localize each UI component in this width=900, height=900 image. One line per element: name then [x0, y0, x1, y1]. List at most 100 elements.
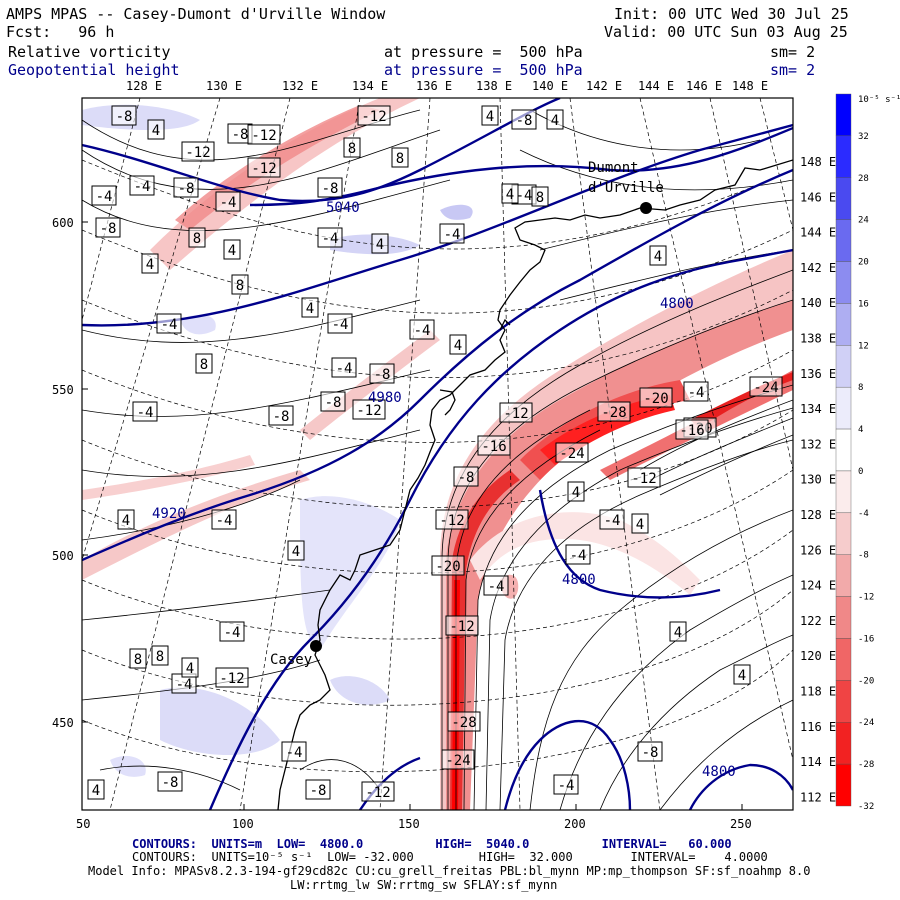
vorticity-label-text: 4: [306, 301, 314, 317]
vorticity-label-text: -24: [753, 380, 778, 396]
vorticity-label: -12: [181, 141, 215, 162]
vorticity-label-text: -20: [643, 391, 668, 407]
right-lon-label: 120 E: [800, 649, 836, 663]
colorbar-swatch: [835, 386, 852, 430]
right-lon-label: 112 E: [800, 790, 836, 804]
colorbar-tick-label: 4: [858, 425, 863, 435]
vorticity-label: -28: [597, 401, 631, 422]
right-lon-label: 126 E: [800, 543, 836, 557]
vorticity-label-text: -4: [137, 405, 154, 421]
x-tick-label: 150: [398, 817, 420, 831]
vorticity-label-text: -8: [162, 775, 179, 791]
colorbar-tick-label: 0: [858, 467, 863, 477]
vorticity-label: -8: [453, 466, 479, 487]
vorticity-label-text: -4: [176, 677, 193, 693]
colorbar-swatch: [835, 345, 852, 388]
vorticity-label: -16: [675, 419, 709, 440]
init-time: Init: 00 UTC Wed 30 Jul 25: [614, 5, 849, 23]
vorticity-label: -4: [215, 191, 241, 212]
vorticity-label-text: 4: [92, 783, 100, 799]
vorticity-label-text: -4: [332, 317, 349, 333]
vorticity-label: 4: [287, 540, 305, 561]
geopotential-label: 4800: [660, 296, 694, 312]
left-ticks: [82, 221, 743, 810]
lon-label: 142 E: [586, 79, 622, 93]
colorbar-swatch: [835, 512, 852, 555]
vorticity-label-text: -4: [414, 323, 431, 339]
footer-vorticity-contours: CONTOURS: UNITS=10⁻⁵ s⁻¹ LOW= -32.000 HI…: [132, 850, 768, 864]
vorticity-label: 4: [449, 334, 467, 355]
vorticity-label-text: 4: [551, 113, 559, 129]
vorticity-label: -12: [352, 399, 386, 420]
vorticity-label: -8: [173, 177, 199, 198]
vorticity-label-text: 4: [506, 187, 514, 203]
vorticity-label-text: -12: [251, 161, 276, 177]
vorticity-label-text: 4: [228, 243, 236, 259]
vorticity-label-text: -4: [444, 227, 461, 243]
vorticity-label-text: -4: [286, 745, 303, 761]
vorticity-label: -4: [317, 227, 343, 248]
plot-title: AMPS MPAS -- Casey-Dumont d'Urville Wind…: [6, 5, 386, 23]
vorticity-label: 4: [501, 183, 519, 204]
vorticity-label-text: 4: [454, 338, 462, 354]
vorticity-label: -12: [361, 781, 395, 802]
vorticity-label-text: 8: [536, 190, 544, 206]
vorticity-label: -12: [499, 402, 533, 423]
vorticity-label: 4: [546, 109, 564, 130]
lon-label: 134 E: [352, 79, 388, 93]
vorticity-label: -4: [129, 175, 155, 196]
vorticity-label: 8: [195, 353, 213, 374]
vorticity-label: -8: [320, 391, 346, 412]
vorticity-label-text: 8: [200, 357, 208, 373]
bottom-axis-labels: 50 100 150 200 250: [76, 817, 752, 831]
vorticity-label: 4: [141, 253, 159, 274]
geopotential-label: 4920: [152, 506, 186, 522]
top-longitude-labels: 128 E 130 E 132 E 134 E 136 E 138 E 140 …: [126, 79, 768, 93]
vorticity-label: 4: [733, 664, 751, 685]
vorticity-label: 8: [129, 648, 147, 669]
colorbar-swatch: [835, 303, 852, 346]
vorticity-label-text: 4: [738, 668, 746, 684]
field2-pressure: at pressure = 500 hPa: [384, 61, 583, 79]
vorticity-label-text: 4: [572, 485, 580, 501]
vorticity-label: -4: [331, 357, 357, 378]
vorticity-label: 8: [188, 227, 206, 248]
vorticity-label-text: 4: [486, 109, 494, 125]
vorticity-label: -20: [431, 555, 465, 576]
right-lon-label: 116 E: [800, 720, 836, 734]
vorticity-label-text: 8: [134, 652, 142, 668]
coastline: [277, 159, 793, 810]
station-name-dumont-line1: Dumont: [588, 160, 639, 176]
station-name-dumont-line2: d'Urville: [588, 180, 664, 196]
vorticity-label-text: -4: [216, 513, 233, 529]
right-lon-label: 132 E: [800, 437, 836, 451]
vorticity-label: 4: [147, 119, 165, 140]
lon-label: 140 E: [532, 79, 568, 93]
vorticity-label-text: 4: [186, 661, 194, 677]
vorticity-label-text: -16: [679, 423, 704, 439]
vorticity-label-text: -12: [219, 671, 244, 687]
vorticity-label: -12: [435, 509, 469, 530]
vorticity-label-text: -12: [439, 513, 464, 529]
geopotential-label: 4980: [368, 390, 402, 406]
vorticity-label-text: -8: [374, 367, 391, 383]
vorticity-label-text: 4: [152, 123, 160, 139]
vorticity-label: -4: [132, 401, 158, 422]
colorbar-swatch: [835, 428, 852, 472]
vorticity-label-text: -4: [96, 189, 113, 205]
vorticity-label-text: -12: [356, 403, 381, 419]
field1-name: Relative vorticity: [8, 43, 171, 61]
field1-pressure: at pressure = 500 hPa: [384, 43, 583, 61]
vorticity-label-text: -8: [178, 181, 195, 197]
field1-smoothing: sm= 2: [770, 43, 816, 61]
vorticity-label: -4: [156, 313, 182, 334]
right-lon-label: 124 E: [800, 579, 836, 593]
lon-label: 138 E: [476, 79, 512, 93]
vorticity-label: -12: [215, 667, 249, 688]
vorticity-label-text: -12: [251, 128, 276, 144]
vorticity-label-text: 4: [146, 257, 154, 273]
vorticity-label: -8: [95, 217, 121, 238]
x-tick-label: 100: [232, 817, 254, 831]
vorticity-label: -8: [511, 109, 537, 130]
colorbar-swatch: [835, 219, 852, 262]
